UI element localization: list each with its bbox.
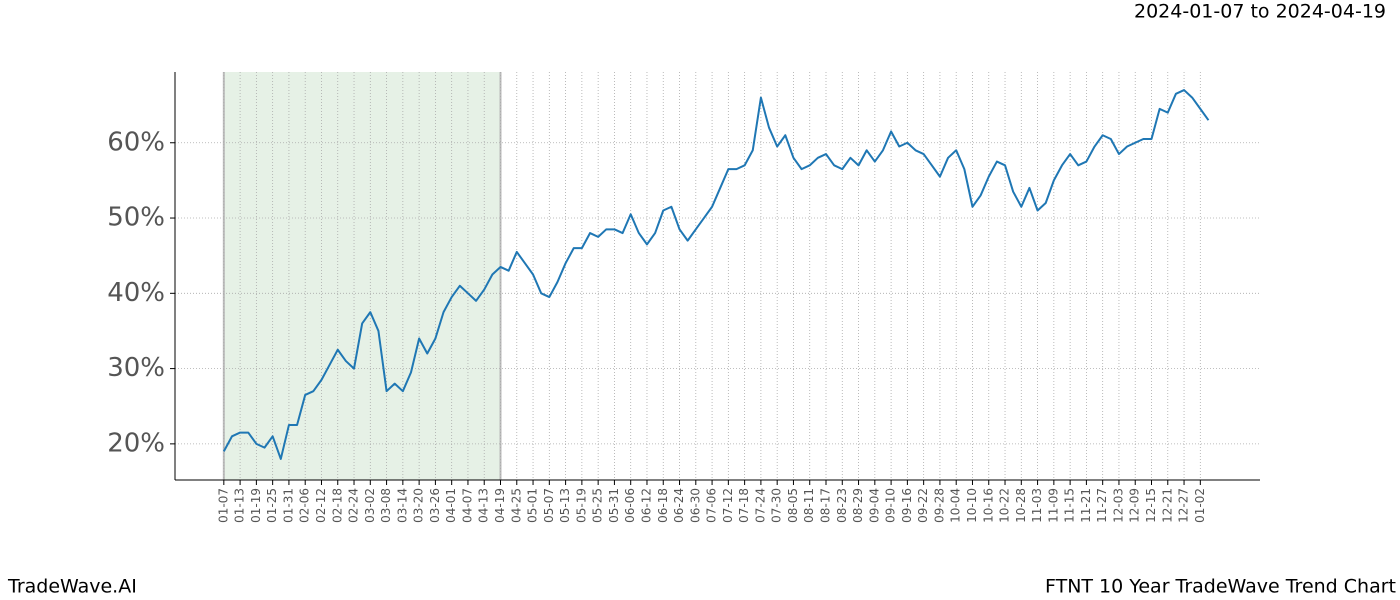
x-tick-label: 02-18 bbox=[330, 488, 344, 523]
x-tick-label: 01-31 bbox=[281, 488, 295, 523]
x-tick-label: 09-22 bbox=[916, 488, 930, 523]
x-tick-label: 01-07 bbox=[216, 488, 230, 523]
x-tick-label: 07-12 bbox=[721, 488, 735, 523]
x-tick-label: 08-05 bbox=[786, 488, 800, 523]
x-tick-label: 02-06 bbox=[298, 488, 312, 523]
y-tick-label: 20% bbox=[107, 428, 165, 458]
x-tick-label: 06-30 bbox=[688, 488, 702, 523]
x-tick-label: 09-10 bbox=[884, 488, 898, 523]
x-tick-label: 04-13 bbox=[477, 488, 491, 523]
x-tick-label: 12-03 bbox=[1111, 488, 1125, 523]
chart-title: FTNT 10 Year TradeWave Trend Chart bbox=[1045, 576, 1396, 598]
x-tick-label: 05-25 bbox=[591, 488, 605, 523]
x-tick-label: 04-07 bbox=[460, 488, 474, 523]
x-tick-label: 03-14 bbox=[395, 488, 409, 523]
x-tick-label: 08-11 bbox=[802, 488, 816, 523]
x-tick-label: 01-25 bbox=[265, 488, 279, 523]
x-tick-label: 06-06 bbox=[623, 488, 637, 523]
y-tick-label: 60% bbox=[107, 127, 165, 157]
x-tick-label: 10-04 bbox=[949, 488, 963, 523]
x-tick-label: 07-18 bbox=[737, 488, 751, 523]
x-tick-label: 10-16 bbox=[981, 488, 995, 523]
x-tick-label: 02-24 bbox=[347, 488, 361, 523]
x-tick-label: 01-19 bbox=[249, 488, 263, 523]
x-tick-label: 07-24 bbox=[753, 488, 767, 523]
x-tick-label: 07-06 bbox=[705, 488, 719, 523]
x-tick-label: 03-20 bbox=[412, 488, 426, 523]
x-tick-label: 04-19 bbox=[493, 488, 507, 523]
x-tick-label: 05-19 bbox=[574, 488, 588, 523]
x-tick-label: 11-27 bbox=[1095, 488, 1109, 523]
x-tick-label: 11-15 bbox=[1063, 488, 1077, 523]
x-tick-label: 11-21 bbox=[1079, 488, 1093, 523]
x-tick-label: 06-18 bbox=[656, 488, 670, 523]
x-tick-label: 05-13 bbox=[558, 488, 572, 523]
shaded-range bbox=[223, 72, 501, 480]
brand: TradeWave.AI bbox=[7, 576, 137, 598]
chart-subtitle: 2024-01-07 to 2024-04-19 bbox=[1134, 1, 1386, 23]
x-tick-label: 06-12 bbox=[639, 488, 653, 523]
x-tick-label: 10-28 bbox=[1014, 488, 1028, 523]
x-tick-label: 01-13 bbox=[233, 488, 247, 523]
x-tick-label: 05-31 bbox=[607, 488, 621, 523]
x-tick-label: 04-25 bbox=[509, 488, 523, 523]
line-series bbox=[222, 89, 1210, 460]
x-tick-label: 11-09 bbox=[1046, 488, 1060, 523]
x-tick-label: 12-27 bbox=[1177, 488, 1191, 523]
x-tick-label: 01-02 bbox=[1193, 488, 1207, 523]
x-tick-label: 03-08 bbox=[379, 488, 393, 523]
y-tick-label: 50% bbox=[107, 203, 165, 233]
x-tick-label: 02-12 bbox=[314, 488, 328, 523]
x-tick-label: 09-04 bbox=[867, 488, 881, 523]
x-tick-label: 07-30 bbox=[770, 488, 784, 523]
x-tick-label: 04-01 bbox=[444, 488, 458, 523]
x-tick-label: 08-29 bbox=[851, 488, 865, 523]
x-tick-label: 09-28 bbox=[932, 488, 946, 523]
x-tick-label: 03-02 bbox=[363, 488, 377, 523]
x-tick-label: 10-22 bbox=[998, 488, 1012, 523]
y-tick-label: 30% bbox=[107, 353, 165, 383]
x-tick-label: 08-23 bbox=[835, 488, 849, 523]
x-tick-label: 05-07 bbox=[542, 488, 556, 523]
x-tick-label: 05-01 bbox=[526, 488, 540, 523]
x-tick-label: 09-16 bbox=[900, 488, 914, 523]
x-tick-label: 12-21 bbox=[1160, 488, 1174, 523]
x-tick-label: 11-03 bbox=[1030, 488, 1044, 523]
x-tick-label: 12-09 bbox=[1128, 488, 1142, 523]
x-tick-label: 03-26 bbox=[428, 488, 442, 523]
x-tick-label: 12-15 bbox=[1144, 488, 1158, 523]
x-tick-label: 08-17 bbox=[819, 488, 833, 523]
x-tick-label: 10-10 bbox=[965, 488, 979, 523]
y-tick-label: 40% bbox=[107, 278, 165, 308]
x-tick-label: 06-24 bbox=[672, 488, 686, 523]
